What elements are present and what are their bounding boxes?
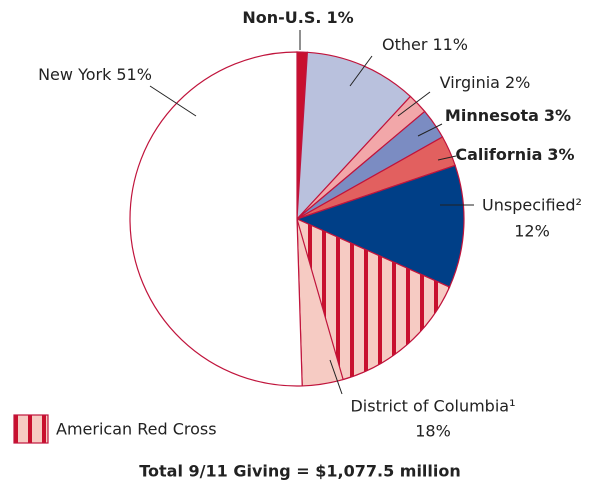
slice-label: Non-U.S. 1%: [242, 8, 353, 27]
slice-value: 3%: [547, 145, 574, 164]
slice-value: 2%: [505, 73, 530, 92]
legend-label: American Red Cross: [56, 420, 217, 439]
slice-name: California: [455, 145, 542, 164]
slice-label: District of Columbia¹: [350, 397, 515, 416]
pie-slice: [295, 164, 465, 288]
leader-line: [149, 85, 197, 117]
slice-label: Minnesota 3%: [445, 106, 571, 125]
slice-value: 3%: [544, 106, 571, 125]
slice-label: California 3%: [455, 145, 574, 164]
slice-label: New York 51%: [38, 65, 152, 84]
slice-label: Virginia 2%: [440, 73, 531, 92]
leader-line: [329, 359, 343, 395]
leader-line: [417, 123, 443, 137]
slice-value: 11%: [432, 35, 468, 54]
slice-value: 18%: [415, 422, 451, 441]
slice-name: Non-U.S.: [242, 8, 321, 27]
highlight-slice: [296, 217, 451, 381]
leader-line: [397, 91, 431, 117]
slice-name: Virginia: [440, 73, 500, 92]
slice-name: Other: [382, 35, 428, 54]
pie-slice: [296, 51, 412, 221]
slice-value: 1%: [326, 8, 353, 27]
leader-line: [349, 55, 373, 87]
legend-swatch: [13, 414, 49, 444]
pie-slice: [129, 51, 303, 387]
chart-title: Total 9/11 Giving = $1,077.5 million: [139, 462, 461, 481]
slice-name: New York: [38, 65, 112, 84]
slice-value: 12%: [514, 222, 550, 241]
slice-value: 51%: [116, 65, 152, 84]
leader-line: [437, 155, 457, 161]
slice-label: Other 11%: [382, 35, 468, 54]
slice-label: Unspecified²: [482, 196, 582, 215]
slice-name: Minnesota: [445, 106, 539, 125]
